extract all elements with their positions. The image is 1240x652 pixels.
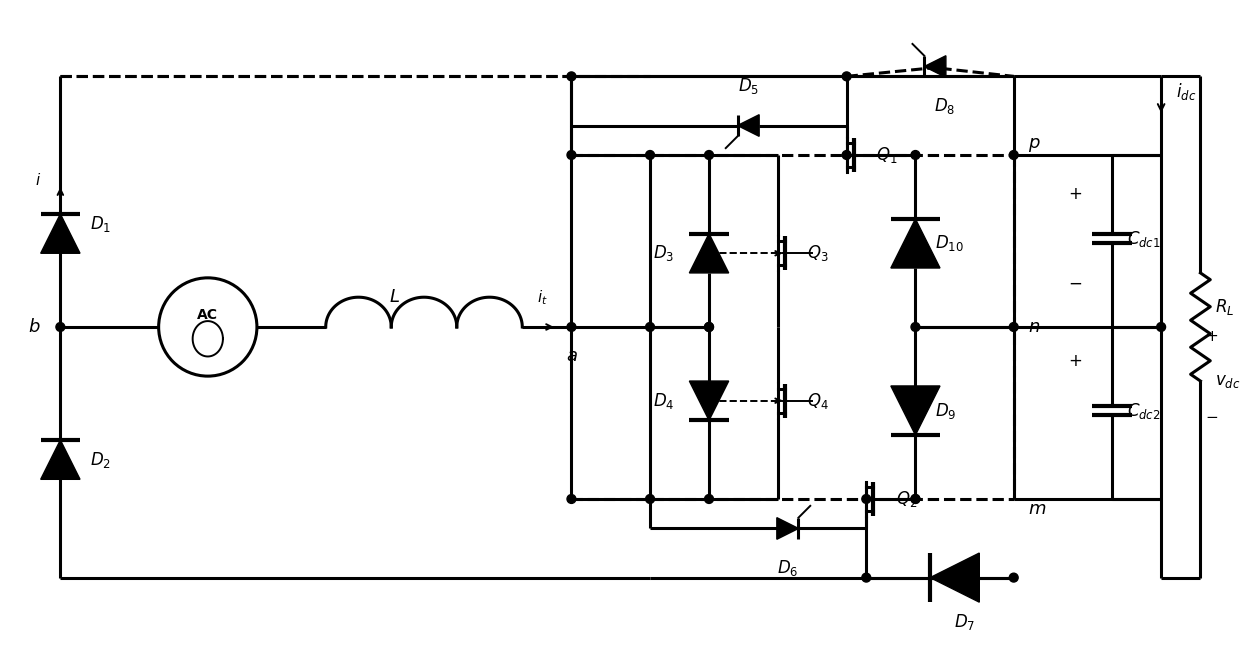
Circle shape (567, 151, 575, 159)
Text: $p$: $p$ (1028, 136, 1042, 154)
Circle shape (911, 151, 920, 159)
Text: $-$: $-$ (1069, 274, 1083, 291)
Text: $D_6$: $D_6$ (777, 558, 799, 578)
Text: $+$: $+$ (1205, 329, 1219, 344)
Text: $v_{dc}$: $v_{dc}$ (1215, 372, 1240, 390)
Text: $Q_2$: $Q_2$ (895, 489, 918, 509)
Polygon shape (738, 115, 759, 136)
Circle shape (567, 495, 575, 503)
Text: $D_{10}$: $D_{10}$ (935, 233, 963, 254)
Text: $R_L$: $R_L$ (1215, 297, 1235, 318)
Text: $+$: $+$ (1069, 185, 1083, 203)
Circle shape (704, 323, 713, 331)
Text: $D_1$: $D_1$ (89, 214, 112, 234)
Circle shape (842, 151, 851, 159)
Circle shape (1157, 323, 1166, 331)
Circle shape (646, 151, 655, 159)
Polygon shape (890, 386, 940, 435)
Circle shape (646, 495, 655, 503)
Polygon shape (41, 214, 81, 253)
Circle shape (704, 495, 713, 503)
Text: $m$: $m$ (1028, 500, 1047, 518)
Text: $L$: $L$ (389, 288, 401, 306)
Text: $D_4$: $D_4$ (653, 391, 675, 411)
Text: $Q_3$: $Q_3$ (807, 243, 828, 263)
Circle shape (911, 323, 920, 331)
Circle shape (842, 72, 851, 81)
Polygon shape (689, 381, 729, 421)
Text: $D_7$: $D_7$ (954, 612, 975, 632)
Text: $i_{dc}$: $i_{dc}$ (1176, 81, 1197, 102)
Circle shape (646, 323, 655, 331)
Text: $D_3$: $D_3$ (653, 243, 675, 263)
Text: AC: AC (197, 308, 218, 322)
Polygon shape (689, 233, 729, 273)
Text: $i$: $i$ (35, 171, 41, 188)
Text: $Q_1$: $Q_1$ (877, 145, 898, 165)
Text: $D_5$: $D_5$ (738, 76, 759, 96)
Polygon shape (890, 219, 940, 268)
Circle shape (862, 495, 870, 503)
Text: $a$: $a$ (565, 347, 578, 364)
Circle shape (704, 323, 713, 331)
Circle shape (1009, 323, 1018, 331)
Polygon shape (41, 440, 81, 479)
Polygon shape (776, 518, 799, 539)
Text: $+$: $+$ (1069, 352, 1083, 370)
Polygon shape (924, 55, 946, 78)
Circle shape (1009, 151, 1018, 159)
Polygon shape (930, 553, 980, 602)
Circle shape (911, 495, 920, 503)
Text: $i_t$: $i_t$ (537, 289, 547, 307)
Text: $D_8$: $D_8$ (934, 96, 956, 116)
Circle shape (567, 72, 575, 81)
Text: $D_2$: $D_2$ (89, 450, 110, 469)
Circle shape (704, 151, 713, 159)
Circle shape (862, 573, 870, 582)
Circle shape (56, 323, 64, 331)
Circle shape (911, 495, 920, 503)
Text: $n$: $n$ (1028, 318, 1040, 336)
Circle shape (1009, 573, 1018, 582)
Text: $D_9$: $D_9$ (935, 400, 956, 421)
Text: $-$: $-$ (1205, 408, 1219, 423)
Text: $C_{dc2}$: $C_{dc2}$ (1127, 400, 1161, 421)
Text: $b$: $b$ (29, 318, 41, 336)
Circle shape (567, 323, 575, 331)
Text: $C_{dc1}$: $C_{dc1}$ (1127, 229, 1161, 248)
Text: $Q_4$: $Q_4$ (807, 391, 830, 411)
